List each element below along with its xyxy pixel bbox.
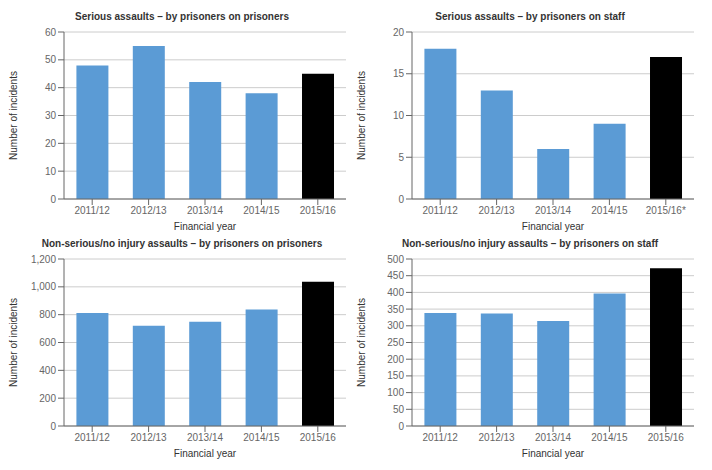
svg-text:300: 300 bbox=[387, 320, 404, 331]
svg-text:200: 200 bbox=[39, 393, 56, 404]
html-text:Non-serious/no injury assaults: Non-serious/no injury assaults – by pris… bbox=[41, 238, 323, 249]
html-text:Serious assaults – by prisoner: Serious assaults – by prisoners on staff bbox=[435, 11, 625, 22]
svg-text:10: 10 bbox=[393, 110, 405, 121]
svg-text:2012/13: 2012/13 bbox=[131, 205, 168, 216]
svg-text:500: 500 bbox=[387, 254, 404, 265]
svg-text:0: 0 bbox=[398, 194, 404, 205]
svg-text:450: 450 bbox=[387, 270, 404, 281]
svg-text:2015/16: 2015/16 bbox=[648, 432, 685, 443]
svg-text:400: 400 bbox=[39, 365, 56, 376]
svg-text:2014/15: 2014/15 bbox=[243, 432, 280, 443]
svg-text:2012/13: 2012/13 bbox=[479, 205, 516, 216]
svg-text:2014/15: 2014/15 bbox=[591, 432, 628, 443]
svg-text:2014/15: 2014/15 bbox=[243, 205, 280, 216]
svg-text:200: 200 bbox=[387, 354, 404, 365]
svg-text:2013/14: 2013/14 bbox=[187, 432, 224, 443]
svg-text:2013/14: 2013/14 bbox=[535, 432, 572, 443]
svg-text:Number of incidents: Number of incidents bbox=[356, 71, 367, 160]
svg-text:2013/14: 2013/14 bbox=[187, 205, 224, 216]
svg-text:Financial year: Financial year bbox=[522, 221, 585, 232]
svg-text:2015/16*: 2015/16* bbox=[646, 205, 686, 216]
svg-text:2012/13: 2012/13 bbox=[479, 432, 516, 443]
svg-text:Financial year: Financial year bbox=[522, 448, 585, 459]
svg-text:2012/13: 2012/13 bbox=[131, 432, 168, 443]
svg-text:Financial year: Financial year bbox=[174, 448, 237, 459]
svg-text:60: 60 bbox=[45, 27, 57, 38]
svg-text:600: 600 bbox=[39, 337, 56, 348]
svg-text:40: 40 bbox=[45, 82, 57, 93]
svg-text:250: 250 bbox=[387, 337, 404, 348]
svg-text:50: 50 bbox=[45, 54, 57, 65]
svg-text:800: 800 bbox=[39, 309, 56, 320]
svg-text:2013/14: 2013/14 bbox=[535, 205, 572, 216]
html-text:Serious assaults – by prisoner: Serious assaults – by prisoners on priso… bbox=[75, 11, 289, 22]
svg-text:30: 30 bbox=[45, 110, 57, 121]
svg-text:1,200: 1,200 bbox=[31, 254, 56, 265]
svg-text:2015/16: 2015/16 bbox=[300, 205, 337, 216]
svg-text:400: 400 bbox=[387, 287, 404, 298]
svg-text:2011/12: 2011/12 bbox=[74, 432, 110, 443]
svg-text:2015/16: 2015/16 bbox=[300, 432, 337, 443]
svg-text:2011/12: 2011/12 bbox=[422, 432, 458, 443]
svg-text:0: 0 bbox=[50, 421, 56, 432]
svg-text:2014/15: 2014/15 bbox=[591, 205, 628, 216]
svg-text:20: 20 bbox=[45, 138, 57, 149]
svg-text:15: 15 bbox=[393, 68, 405, 79]
svg-text:150: 150 bbox=[387, 370, 404, 381]
svg-text:0: 0 bbox=[50, 194, 56, 205]
svg-text:1,000: 1,000 bbox=[31, 281, 56, 292]
svg-text:Financial year: Financial year bbox=[174, 221, 237, 232]
svg-text:Number of incidents: Number of incidents bbox=[8, 298, 19, 387]
html-text:Non-serious/no injury assaults: Non-serious/no injury assaults – by pris… bbox=[401, 238, 659, 249]
svg-text:2011/12: 2011/12 bbox=[422, 205, 458, 216]
svg-text:5: 5 bbox=[398, 152, 404, 163]
svg-text:50: 50 bbox=[393, 404, 405, 415]
svg-text:350: 350 bbox=[387, 304, 404, 315]
svg-text:Number of incidents: Number of incidents bbox=[356, 298, 367, 387]
svg-text:10: 10 bbox=[45, 166, 57, 177]
svg-text:20: 20 bbox=[393, 27, 405, 38]
svg-text:0: 0 bbox=[398, 421, 404, 432]
svg-text:100: 100 bbox=[387, 387, 404, 398]
svg-text:Number of incidents: Number of incidents bbox=[8, 71, 19, 160]
svg-text:2011/12: 2011/12 bbox=[74, 205, 110, 216]
